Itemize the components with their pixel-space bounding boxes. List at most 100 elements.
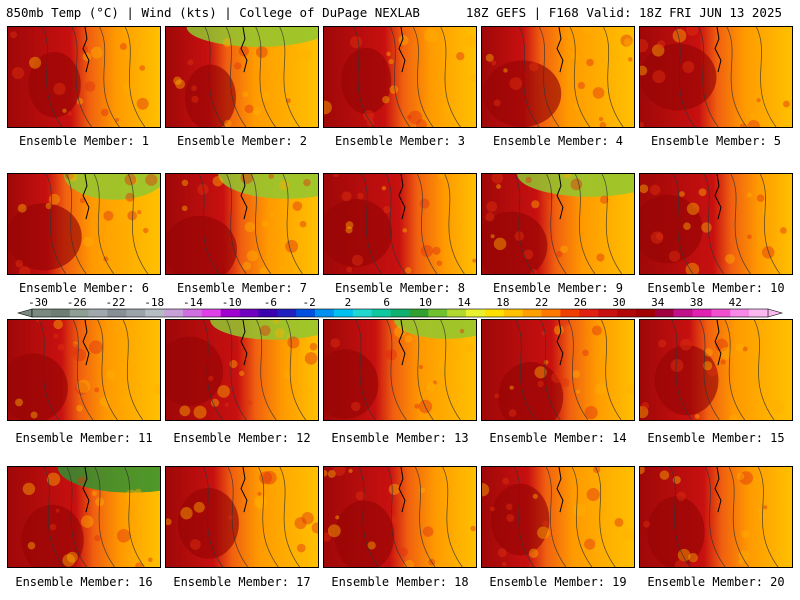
colorbar-high-arrow: [767, 308, 784, 318]
ensemble-member-map: [165, 173, 319, 275]
colorbar-low-arrow: [16, 308, 33, 318]
ensemble-member-caption: Ensemble Member: 10: [647, 281, 785, 295]
colorbar-swatch: [522, 309, 542, 317]
ensemble-member-caption: Ensemble Member: 2: [176, 134, 308, 148]
colorbar-swatch: [692, 309, 712, 317]
ensemble-member-map: [165, 26, 319, 128]
ensemble-member-caption: Ensemble Member: 20: [647, 575, 785, 589]
colorbar-swatch: [32, 309, 52, 317]
colorbar-tick-label: 6: [383, 296, 390, 309]
colorbar-tick-label: -26: [67, 296, 87, 309]
temperature-field: [640, 174, 792, 274]
ensemble-member-caption: Ensemble Member: 12: [173, 431, 311, 445]
ensemble-member-caption: Ensemble Member: 19: [489, 575, 627, 589]
colorbar-swatch: [749, 309, 769, 317]
colorbar-tick-label: 2: [345, 296, 352, 309]
colorbar-swatch: [598, 309, 618, 317]
colorbar-tick-label: -10: [222, 296, 242, 309]
temperature-field: [482, 174, 634, 274]
colorbar-swatch: [560, 309, 580, 317]
ensemble-member-map: [481, 466, 635, 568]
temperature-field: [166, 320, 318, 420]
colorbar-swatch: [617, 309, 637, 317]
colorbar-swatch: [239, 309, 259, 317]
colorbar-swatch: [579, 309, 599, 317]
temperature-field: [640, 467, 792, 567]
product-title: 850mb Temp (°C) | Wind (kts) | College o…: [6, 5, 420, 20]
ensemble-member-map: [639, 173, 793, 275]
temperature-field: [8, 27, 160, 127]
colorbar-tick-label: 18: [496, 296, 509, 309]
ensemble-member-map: [481, 319, 635, 421]
colorbar-tick-label: -14: [183, 296, 203, 309]
ensemble-member-caption: Ensemble Member: 15: [647, 431, 785, 445]
ensemble-member-caption: Ensemble Member: 16: [15, 575, 153, 589]
colorbar-tick-label: 14: [457, 296, 471, 309]
colorbar-swatch: [635, 309, 656, 317]
colorbar-swatch: [201, 309, 222, 317]
ensemble-member-caption: Ensemble Member: 18: [331, 575, 469, 589]
ensemble-member-caption: Ensemble Member: 7: [176, 281, 308, 295]
colorbar-tick-label: -22: [106, 296, 126, 309]
ensemble-member-map: [481, 173, 635, 275]
colorbar-swatch: [730, 309, 750, 317]
temperature-colorbar: -30 -26 -22 -18 -14 -10 -6 -2 2 6 10 14 18 22 26 30 34 38…: [16, 296, 784, 318]
colorbar-tick-label: 42: [729, 296, 742, 309]
colorbar-tick-label: 34: [651, 296, 665, 309]
ensemble-member-caption: Ensemble Member: 9: [492, 281, 624, 295]
ensemble-member-map: [7, 466, 161, 568]
colorbar-tick-label: -2: [303, 296, 316, 309]
colorbar-tick-label: 10: [419, 296, 432, 309]
colorbar-swatch: [258, 309, 278, 317]
colorbar-swatch: [126, 309, 146, 317]
temperature-field: [324, 320, 476, 420]
colorbar-swatch: [107, 309, 127, 317]
ensemble-member-map: [7, 173, 161, 275]
colorbar-swatch: [352, 309, 372, 317]
colorbar-tick-label: 22: [535, 296, 548, 309]
ensemble-member-map: [323, 26, 477, 128]
ensemble-member-caption: Ensemble Member: 13: [331, 431, 469, 445]
temperature-field: [640, 27, 792, 127]
colorbar-swatch: [50, 309, 71, 317]
colorbar-tick-label: 38: [690, 296, 703, 309]
colorbar-swatch: [333, 309, 354, 317]
colorbar-swatch: [145, 309, 165, 317]
temperature-field: [324, 174, 476, 274]
colorbar-swatch: [503, 309, 523, 317]
ensemble-member-map: [639, 319, 793, 421]
colorbar-swatch: [484, 309, 505, 317]
ensemble-member-caption: Ensemble Member: 3: [334, 134, 466, 148]
ensemble-member-map: [481, 26, 635, 128]
temperature-field: [324, 27, 476, 127]
colorbar-swatch: [164, 309, 184, 317]
colorbar-swatch: [673, 309, 693, 317]
ensemble-member-caption: Ensemble Member: 5: [650, 134, 782, 148]
ensemble-member-caption: Ensemble Member: 17: [173, 575, 311, 589]
temperature-field: [482, 467, 634, 567]
colorbar-swatch: [69, 309, 89, 317]
ensemble-member-map: [165, 319, 319, 421]
colorbar-swatch: [409, 309, 429, 317]
model-valid-time: 18Z GEFS | F168 Valid: 18Z FRI JUN 13 20…: [465, 5, 782, 20]
colorbar-swatch: [371, 309, 391, 317]
temperature-field: [8, 174, 160, 274]
colorbar-swatch: [315, 309, 335, 317]
temperature-field: [166, 174, 318, 274]
ensemble-member-map: [639, 26, 793, 128]
temperature-field: [8, 320, 160, 420]
ensemble-member-map: [323, 319, 477, 421]
colorbar-swatch: [390, 309, 410, 317]
colorbar-swatch: [654, 309, 674, 317]
ensemble-member-map: [165, 466, 319, 568]
ensemble-member-map: [639, 466, 793, 568]
temperature-field: [8, 467, 160, 567]
ensemble-member-caption: Ensemble Member: 14: [489, 431, 627, 445]
ensemble-member-map: [323, 173, 477, 275]
temperature-field: [482, 27, 634, 127]
ensemble-member-caption: Ensemble Member: 11: [15, 431, 153, 445]
colorbar-tick-label: -18: [144, 296, 164, 309]
ensemble-member-map: [7, 319, 161, 421]
colorbar-swatch: [277, 309, 297, 317]
ensemble-member-caption: Ensemble Member: 4: [492, 134, 624, 148]
